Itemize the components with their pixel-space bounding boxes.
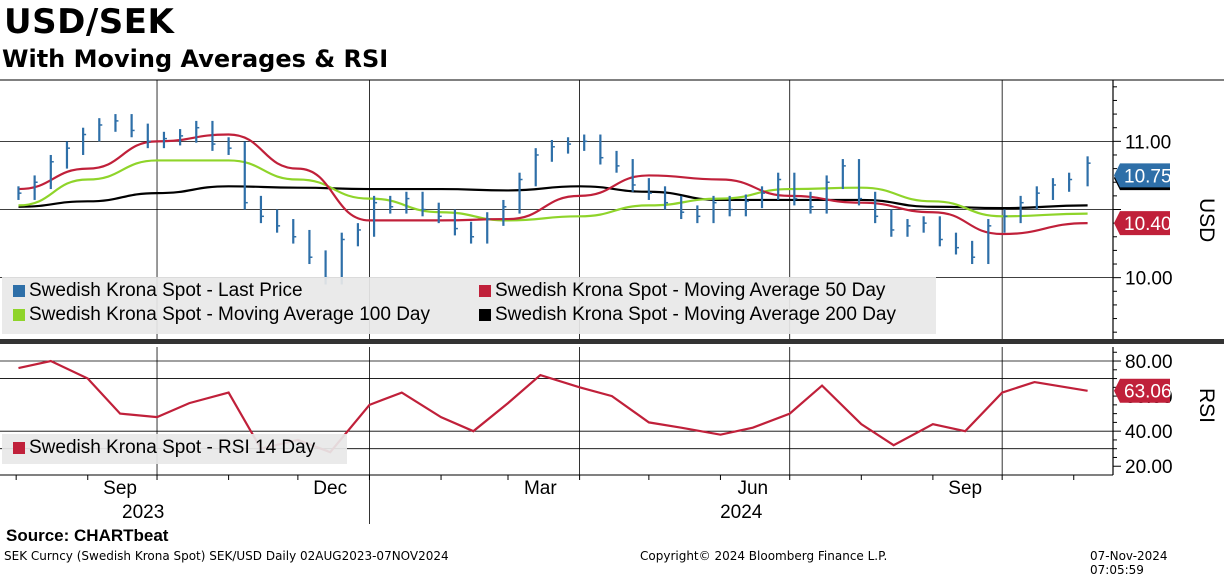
panel-divider (0, 339, 1224, 344)
legend-item-ma50: Swedish Krona Spot - Moving Average 50 D… (479, 280, 885, 302)
rsi-line (18, 359, 1088, 454)
ma200-line (18, 185, 1088, 210)
rsi-axis-label: RSI (1195, 388, 1218, 423)
price-axis-label: USD (1195, 198, 1218, 242)
legend-swatch-ma50 (479, 285, 491, 297)
x-year-label: 2023 (122, 502, 164, 523)
legend-swatch-last-price (13, 285, 25, 297)
value-tag-ma50-text: 10.40 (1124, 214, 1172, 235)
copyright-note: Copyright© 2024 Bloomberg Finance L.P. (640, 549, 888, 563)
price-tick-label: 10.00 (1125, 269, 1173, 290)
x-month-label: Jun (737, 478, 768, 499)
rsi-legend: Swedish Krona Spot - RSI 14 Day (2, 434, 347, 464)
legend-swatch-ma100 (13, 309, 25, 321)
value-tag-ma50 (1114, 211, 1170, 236)
x-month-label: Sep (103, 478, 137, 499)
legend-label-ma50: Swedish Krona Spot - Moving Average 50 D… (495, 280, 886, 301)
legend-label-ma200: Swedish Krona Spot - Moving Average 200 … (495, 304, 896, 325)
rsi-tick-label: 40.00 (1125, 422, 1173, 443)
legend-swatch-rsi (13, 442, 25, 454)
chart-subtitle: With Moving Averages & RSI (2, 45, 389, 73)
ma100-line (18, 159, 1088, 222)
legend-swatch-ma200 (479, 309, 491, 321)
x-month-label: Mar (524, 478, 557, 499)
price-legend: Swedish Krona Spot - Last Price Swedish … (2, 277, 936, 334)
timestamp: 07-Nov-2024 07:05:59 (1090, 549, 1168, 577)
legend-item-ma100: Swedish Krona Spot - Moving Average 100 … (13, 304, 430, 326)
value-tag-last-price (1114, 163, 1170, 188)
legend-label-ma100: Swedish Krona Spot - Moving Average 100 … (29, 304, 430, 325)
legend-label-rsi: Swedish Krona Spot - RSI 14 Day (29, 437, 316, 458)
legend-item-ma200: Swedish Krona Spot - Moving Average 200 … (479, 304, 896, 326)
x-month-label: Dec (313, 478, 347, 499)
ma50-line (18, 133, 1088, 236)
last-price-bars (17, 114, 1091, 285)
chart-title: USD/SEK (4, 2, 175, 42)
price-tick-label: 11.00 (1125, 132, 1171, 153)
legend-item-rsi: Swedish Krona Spot - RSI 14 Day (13, 437, 315, 459)
rsi-tick-label: 20.00 (1125, 457, 1173, 478)
legend-label-last-price: Swedish Krona Spot - Last Price (29, 280, 303, 301)
x-month-label: Sep (948, 478, 982, 499)
value-tag-rsi-text: 63.06 (1124, 382, 1172, 403)
x-year-label: 2024 (720, 502, 763, 523)
value-tag-last-price-text: 10.75 (1124, 166, 1172, 187)
legend-item-last-price: Swedish Krona Spot - Last Price (13, 280, 303, 302)
ticker-info: SEK Curncy (Swedish Krona Spot) SEK/USD … (4, 549, 449, 563)
value-tag-rsi (1114, 378, 1170, 403)
rsi-tick-label: 80.00 (1125, 352, 1173, 373)
source-note: Source: CHARTbeat (6, 526, 169, 545)
